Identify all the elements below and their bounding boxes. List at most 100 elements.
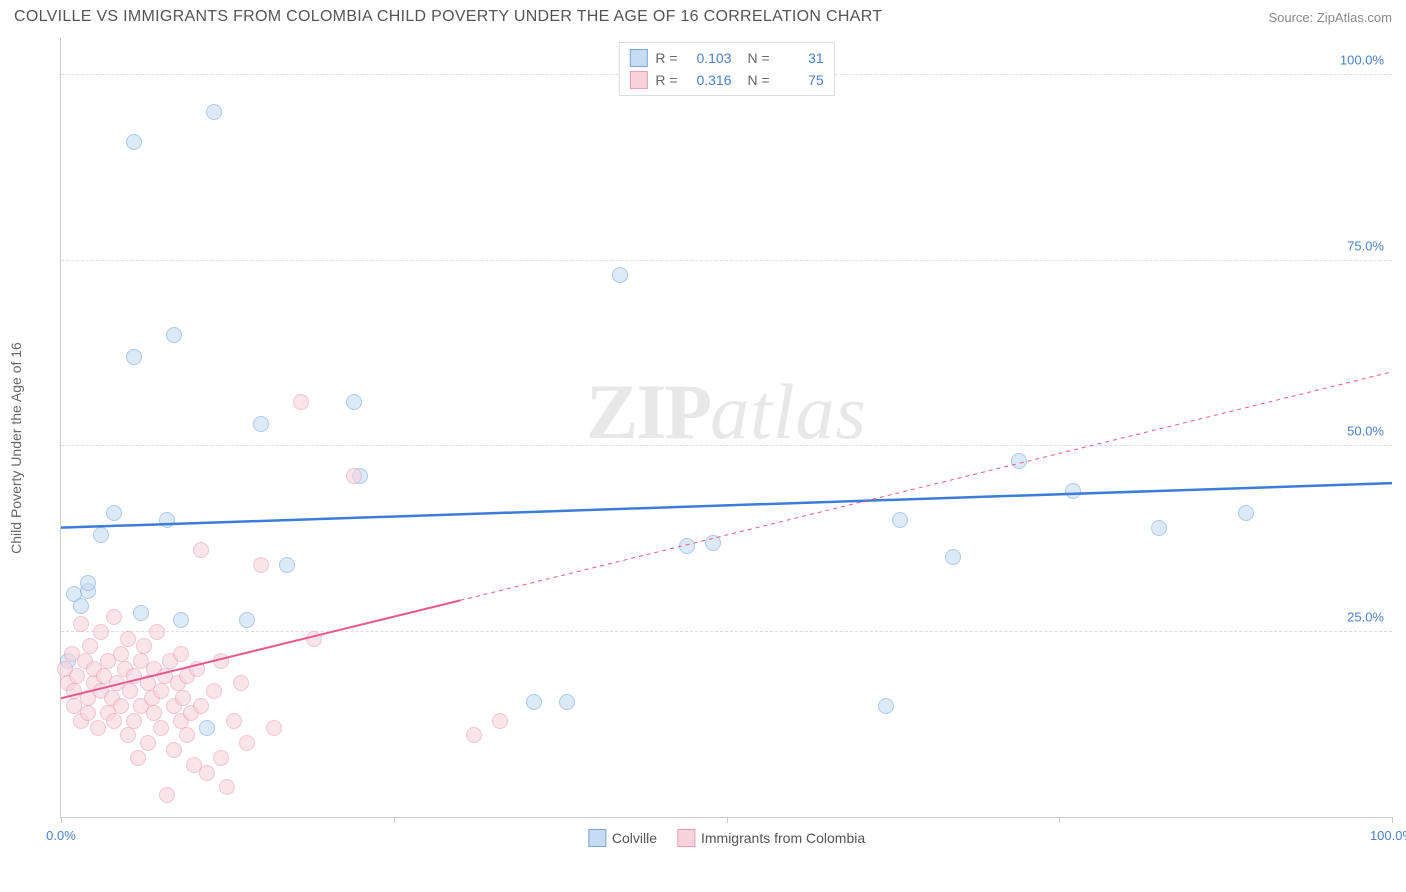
legend-swatch xyxy=(629,71,647,89)
scatter-plot: ZIPatlas 25.0%50.0%75.0%100.0%0.0%100.0%… xyxy=(60,38,1392,818)
y-tick-label: 25.0% xyxy=(1347,609,1384,624)
scatter-point xyxy=(878,698,894,714)
scatter-point xyxy=(93,527,109,543)
n-label: N = xyxy=(748,50,770,66)
n-value: 31 xyxy=(778,50,824,66)
gridline xyxy=(61,631,1392,632)
scatter-point xyxy=(120,631,136,647)
scatter-point xyxy=(82,638,98,654)
scatter-point xyxy=(239,612,255,628)
scatter-point xyxy=(179,727,195,743)
chart-header: COLVILLE VS IMMIGRANTS FROM COLOMBIA CHI… xyxy=(0,0,1406,38)
scatter-point xyxy=(133,605,149,621)
scatter-point xyxy=(90,720,106,736)
scatter-point xyxy=(266,720,282,736)
scatter-point xyxy=(206,683,222,699)
x-tick-label: 100.0% xyxy=(1370,828,1406,843)
scatter-point xyxy=(945,549,961,565)
legend-swatch xyxy=(629,49,647,67)
scatter-point xyxy=(559,694,575,710)
legend-swatch xyxy=(588,829,606,847)
n-label: N = xyxy=(748,72,770,88)
scatter-point xyxy=(1065,483,1081,499)
scatter-point xyxy=(126,713,142,729)
scatter-point xyxy=(1011,453,1027,469)
scatter-point xyxy=(146,705,162,721)
scatter-point xyxy=(199,765,215,781)
legend-series: Colville Immigrants from Colombia xyxy=(576,829,877,847)
scatter-point xyxy=(106,609,122,625)
scatter-point xyxy=(279,557,295,573)
chart-container: Child Poverty Under the Age of 16 ZIPatl… xyxy=(46,38,1392,858)
x-tick-mark xyxy=(61,817,62,823)
scatter-point xyxy=(106,505,122,521)
scatter-point xyxy=(253,557,269,573)
scatter-point xyxy=(233,675,249,691)
legend-stats-row: R =0.316N =75 xyxy=(629,69,823,91)
scatter-point xyxy=(206,104,222,120)
scatter-point xyxy=(199,720,215,736)
y-tick-label: 75.0% xyxy=(1347,238,1384,253)
scatter-point xyxy=(153,683,169,699)
scatter-point xyxy=(166,742,182,758)
scatter-point xyxy=(80,705,96,721)
legend-series-item: Immigrants from Colombia xyxy=(677,829,865,847)
scatter-point xyxy=(346,468,362,484)
scatter-point xyxy=(466,727,482,743)
scatter-point xyxy=(173,612,189,628)
scatter-point xyxy=(140,735,156,751)
x-tick-label: 0.0% xyxy=(46,828,76,843)
scatter-point xyxy=(239,735,255,751)
scatter-point xyxy=(892,512,908,528)
scatter-point xyxy=(346,394,362,410)
scatter-point xyxy=(293,394,309,410)
scatter-point xyxy=(253,416,269,432)
scatter-point xyxy=(166,327,182,343)
scatter-point xyxy=(193,698,209,714)
scatter-point xyxy=(113,646,129,662)
scatter-point xyxy=(526,694,542,710)
x-tick-mark xyxy=(1059,817,1060,823)
scatter-point xyxy=(126,349,142,365)
scatter-point xyxy=(1238,505,1254,521)
legend-series-item: Colville xyxy=(588,829,657,847)
legend-stats: R =0.103N =31R =0.316N =75 xyxy=(618,42,834,96)
legend-swatch xyxy=(677,829,695,847)
scatter-point xyxy=(679,538,695,554)
legend-stats-row: R = 0.103 N = 31 xyxy=(629,47,823,69)
scatter-point xyxy=(113,698,129,714)
scatter-point xyxy=(219,779,235,795)
y-tick-label: 50.0% xyxy=(1347,424,1384,439)
scatter-point xyxy=(149,624,165,640)
scatter-point xyxy=(153,720,169,736)
scatter-point xyxy=(213,653,229,669)
scatter-point xyxy=(106,713,122,729)
legend-series-label: Immigrants from Colombia xyxy=(701,830,865,846)
scatter-point xyxy=(1151,520,1167,536)
y-axis-label: Child Poverty Under the Age of 16 xyxy=(8,342,24,554)
scatter-point xyxy=(120,727,136,743)
scatter-point xyxy=(136,638,152,654)
scatter-point xyxy=(226,713,242,729)
chart-title: COLVILLE VS IMMIGRANTS FROM COLOMBIA CHI… xyxy=(14,8,882,26)
y-tick-label: 100.0% xyxy=(1340,53,1384,68)
r-value: 0.103 xyxy=(686,50,732,66)
r-label: R = xyxy=(655,50,677,66)
scatter-point xyxy=(69,668,85,684)
chart-source: Source: ZipAtlas.com xyxy=(1268,10,1392,25)
watermark: ZIPatlas xyxy=(586,367,867,457)
scatter-point xyxy=(130,750,146,766)
scatter-point xyxy=(213,750,229,766)
gridline xyxy=(61,445,1392,446)
scatter-point xyxy=(80,575,96,591)
x-tick-mark xyxy=(394,817,395,823)
n-value: 75 xyxy=(778,72,824,88)
scatter-point xyxy=(159,787,175,803)
scatter-point xyxy=(175,690,191,706)
scatter-point xyxy=(705,535,721,551)
gridline xyxy=(61,260,1392,261)
scatter-point xyxy=(73,598,89,614)
scatter-point xyxy=(193,542,209,558)
scatter-point xyxy=(122,683,138,699)
legend-series-label: Colville xyxy=(612,830,657,846)
